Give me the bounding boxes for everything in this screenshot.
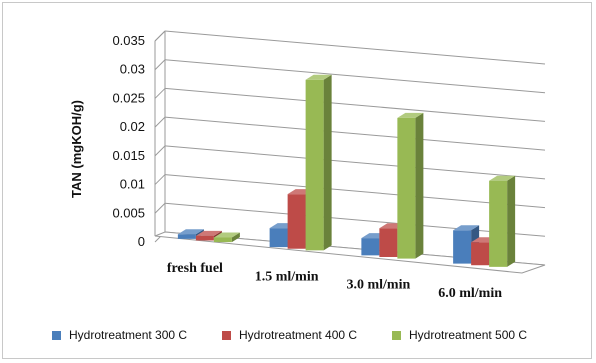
gridline (164, 174, 546, 209)
y-axis-ticks: 0 0.005 0.01 0.015 0.02 0.025 0.03 0.035 (112, 33, 145, 249)
legend-swatch (52, 330, 61, 340)
gridline-left (154, 88, 166, 99)
category-label: 6.0 ml/min (438, 286, 502, 301)
gridline (164, 116, 546, 151)
bars (177, 74, 516, 267)
legend-swatch (392, 330, 401, 340)
bar (397, 112, 424, 259)
legend-item: Hydrotreatment 500 C (392, 328, 527, 342)
legend-label: Hydrotreatment 300 C (69, 328, 188, 342)
category-labels: fresh fuel 1.5 ml/min 3.0 ml/min 6.0 ml/min (167, 261, 502, 301)
y-tick-label: 0.015 (112, 148, 145, 163)
legend: Hydrotreatment 300 C Hydrotreatment 400 C… (10, 328, 590, 348)
gridline-left (154, 30, 166, 42)
gridline-left (154, 59, 166, 71)
gridline (164, 202, 546, 237)
legend-item: Hydrotreatment 300 C (52, 328, 187, 342)
y-axis-label: TAN (mgKOH/g) (69, 100, 84, 198)
y-tick-label: 0.02 (120, 119, 145, 134)
y-tick-label: 0.03 (120, 62, 145, 77)
y-tick-label: 0 (138, 234, 145, 249)
category-label: 1.5 ml/min (255, 269, 319, 284)
y-tick-label: 0.035 (112, 33, 145, 48)
gridlines (154, 30, 546, 274)
y-tick-label: 0.005 (112, 205, 145, 220)
legend-swatch (222, 330, 231, 340)
legend-item: Hydrotreatment 400 C (222, 328, 357, 342)
gridline (164, 30, 546, 65)
legend-label: Hydrotreatment 400 C (239, 328, 358, 342)
bar (489, 175, 516, 267)
legend-label: Hydrotreatment 500 C (409, 328, 528, 342)
gridline (164, 87, 546, 122)
gridline (164, 59, 546, 94)
bar (213, 232, 240, 243)
category-label: 3.0 ml/min (346, 278, 410, 293)
bar (305, 74, 332, 251)
floor (154, 231, 546, 274)
gridline-left (154, 174, 166, 185)
gridline-left (154, 116, 166, 128)
category-label: fresh fuel (167, 261, 223, 276)
y-tick-label: 0.025 (112, 90, 145, 105)
gridline-left (154, 202, 166, 214)
gridline-left (154, 145, 166, 157)
y-tick-label: 0.01 (120, 177, 145, 192)
gridline (164, 145, 546, 180)
